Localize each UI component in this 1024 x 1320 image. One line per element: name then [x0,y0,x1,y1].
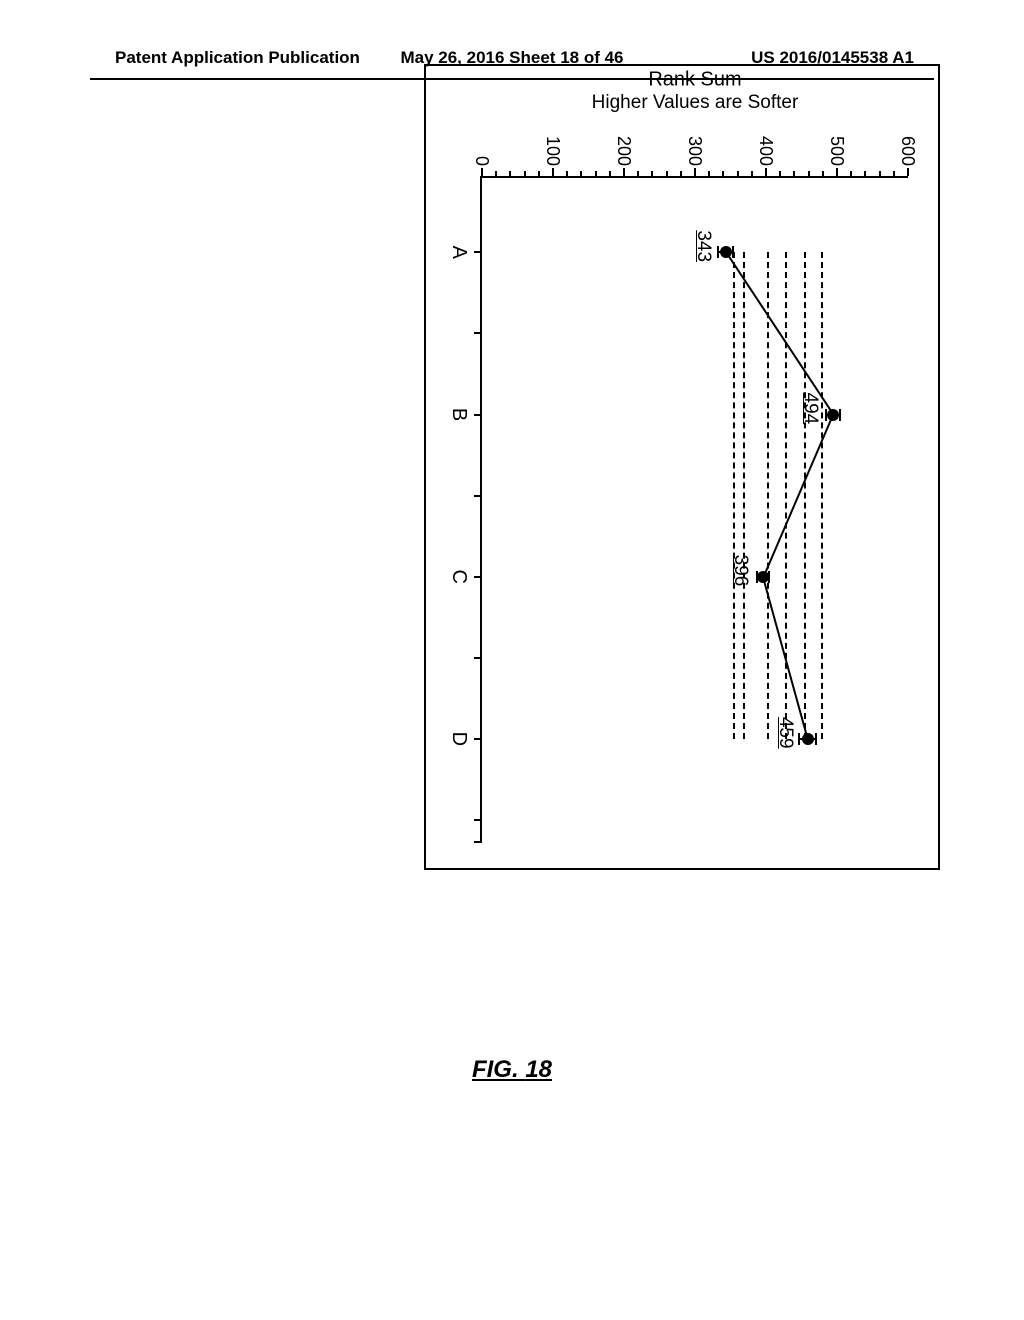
ytick-minor [538,171,540,176]
y-axis [482,176,908,178]
data-label: 343 [692,230,714,262]
ytick-minor [708,171,710,176]
data-label: 459 [774,717,796,749]
data-point [757,571,769,583]
ytick-minor [637,171,639,176]
ytick-minor [524,171,526,176]
ytick-major [907,168,909,176]
ytick-minor [666,171,668,176]
xtick [474,251,482,253]
ytick-minor [808,171,810,176]
ytick-major [836,168,838,176]
figure-caption-prefix: FIG. [472,1056,525,1083]
figure-caption-number: 18 [525,1056,552,1083]
ytick-label: 200 [613,120,634,166]
ytick-label: 400 [755,120,776,166]
ytick-label: 100 [542,120,563,166]
xtick [474,738,482,740]
error-cap-top [732,246,734,258]
xtick-boundary [474,332,482,334]
ytick-major [623,168,625,176]
data-point [720,246,732,258]
xtick-label: D [447,732,470,746]
reference-line [733,252,735,739]
ytick-minor [779,171,781,176]
ytick-minor [893,171,895,176]
reference-line [821,252,823,739]
ytick-label: 600 [897,120,918,166]
ytick-major [552,168,554,176]
ytick-minor [609,171,611,176]
data-segment [725,252,834,415]
error-cap-bottom [798,733,800,745]
ytick-minor [864,171,866,176]
ytick-label: 300 [684,120,705,166]
figure-frame: 0 100 200 300 400 500 600 Rank SumHigher Values… [424,64,940,870]
data-point [802,733,814,745]
reference-line [804,252,806,739]
error-cap-top [839,409,841,421]
xtick-end [474,841,482,843]
xtick-label: B [447,408,470,421]
ytick-minor [737,171,739,176]
xtick-boundary [474,657,482,659]
ytick-minor [495,171,497,176]
xtick [474,414,482,416]
y-axis-subtitle: Higher Values are Softer [592,92,799,114]
ytick-label: 500 [826,120,847,166]
data-label: 494 [799,393,821,425]
ytick-major [765,168,767,176]
y-axis-title: Rank Sum [648,69,741,92]
ytick-minor [509,171,511,176]
ytick-minor [850,171,852,176]
ytick-minor [793,171,795,176]
ytick-minor [566,171,568,176]
ytick-minor [595,171,597,176]
data-point [827,409,839,421]
xtick-boundary [474,495,482,497]
ytick-minor [580,171,582,176]
ytick-major [694,168,696,176]
ytick-label: 0 [471,120,492,166]
ytick-minor [822,171,824,176]
xtick-boundary [474,819,482,821]
xtick [474,576,482,578]
x-axis [480,176,482,842]
ytick-minor [722,171,724,176]
reference-line [743,252,745,739]
xtick-label: C [447,569,470,583]
error-cap-top [815,733,817,745]
header-left: Patent Application Publication [115,48,360,68]
ytick-minor [879,171,881,176]
ytick-minor [651,171,653,176]
figure-caption: FIG. 18 [472,1056,552,1084]
ytick-minor [751,171,753,176]
ytick-minor [680,171,682,176]
data-label: 396 [729,555,751,587]
ytick-major [481,168,483,176]
data-segment [762,414,833,577]
xtick-label: A [447,246,470,259]
reference-line [767,252,769,739]
